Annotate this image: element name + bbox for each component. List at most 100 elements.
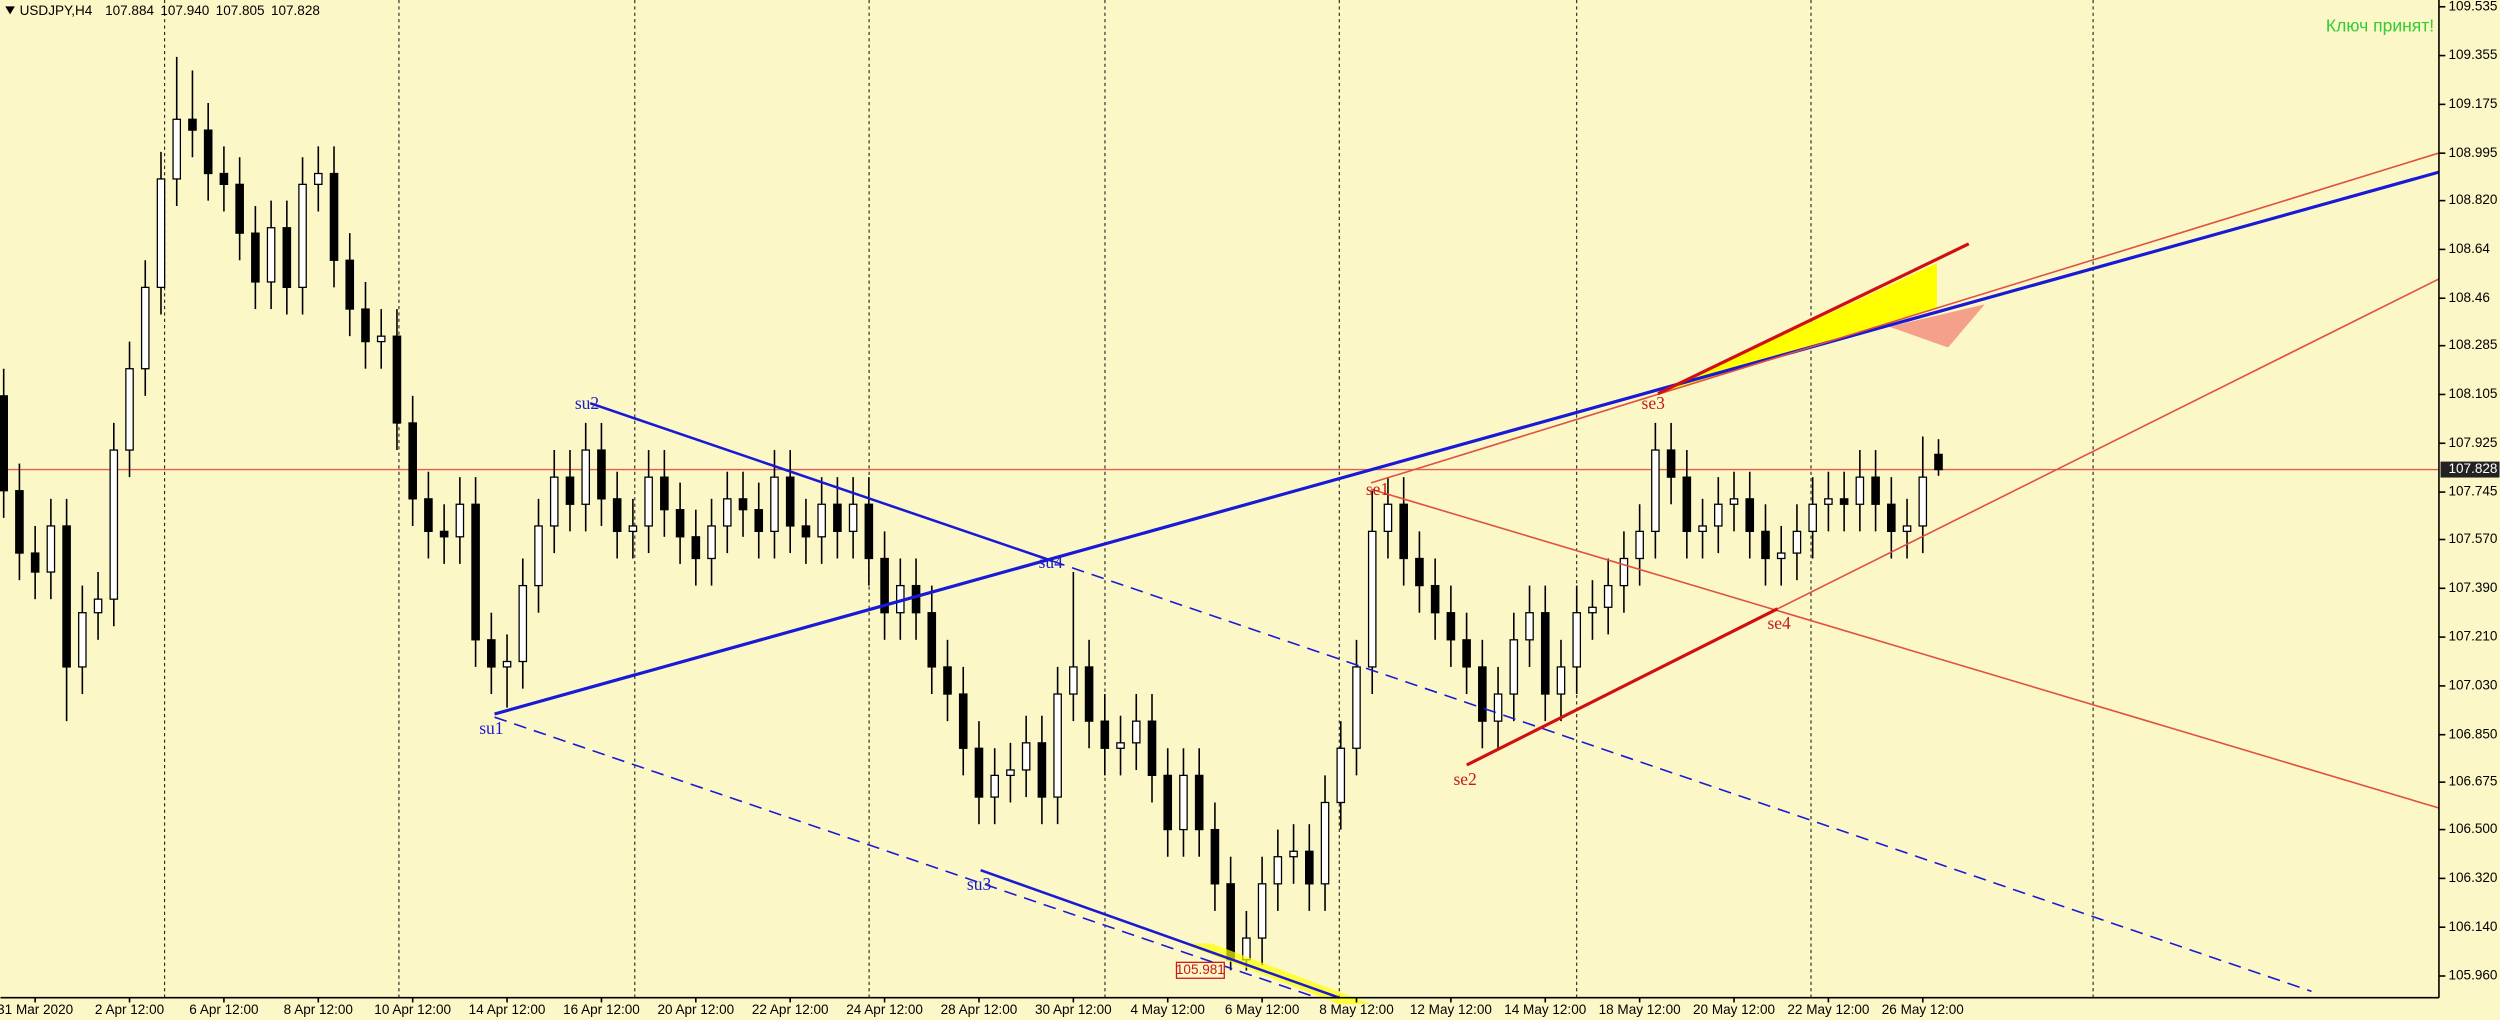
candle-body [1887, 503, 1896, 533]
x-tick-label: 6 Apr 12:00 [189, 1002, 258, 1017]
candle-body [298, 183, 307, 289]
candle-body [943, 666, 952, 695]
candle-body [1415, 557, 1424, 587]
y-tick-label: 108.105 [2449, 386, 2498, 401]
candle-body [785, 476, 795, 527]
y-tick-label: 106.675 [2449, 774, 2498, 789]
x-tick-label: 28 Apr 12:00 [941, 1002, 1018, 1017]
ohlc-value: 107.828 [271, 3, 320, 18]
x-tick-label: 26 May 12:00 [1882, 1002, 1964, 1017]
candle-body [1021, 742, 1031, 771]
low-price-label: 105.981 [1176, 962, 1225, 977]
candle-body [1367, 530, 1377, 668]
candle-body [345, 259, 355, 310]
y-tick-label: 109.535 [2449, 0, 2498, 13]
candle-body [1399, 503, 1408, 560]
candle-body [1446, 612, 1456, 641]
candle-body [439, 530, 449, 538]
candle-body [1478, 666, 1487, 722]
y-tick-label: 107.745 [2449, 484, 2498, 499]
x-tick-label: 24 Apr 12:00 [846, 1002, 923, 1017]
candle-body [455, 503, 465, 538]
candle-body [408, 422, 417, 500]
x-tick-label: 10 Apr 12:00 [374, 1002, 451, 1017]
candle-body [1053, 693, 1062, 798]
candle-body [156, 178, 166, 289]
red-trend [1657, 242, 1970, 396]
candle-body [518, 584, 528, 663]
candle-body [109, 449, 119, 600]
candle-body [1588, 606, 1597, 614]
candle-body [1352, 666, 1361, 749]
wave-label: se3 [1642, 393, 1666, 413]
candle-body [1147, 720, 1157, 777]
candle-body [188, 118, 197, 131]
y-tick-label: 107.390 [2449, 580, 2498, 595]
x-tick-label: 14 May 12:00 [1504, 1002, 1586, 1017]
x-tick-label: 20 Apr 12:00 [657, 1002, 734, 1017]
trend-line [494, 170, 2440, 716]
candle-body [549, 476, 559, 527]
candle-body [1934, 453, 1943, 471]
candle-body [93, 598, 103, 614]
wave-label: su2 [575, 393, 599, 413]
y-tick-label: 108.820 [2449, 192, 2498, 207]
candle-body [1745, 498, 1755, 533]
candle-body [1194, 774, 1204, 831]
candle-body [722, 498, 732, 527]
candle-body [1493, 693, 1503, 722]
candle-body [1525, 612, 1534, 641]
candle-body [140, 286, 150, 370]
candle-body [1698, 525, 1707, 533]
y-tick-label: 107.210 [2449, 629, 2498, 644]
candle-body [1855, 476, 1865, 505]
candle-body [376, 335, 386, 343]
x-tick-label: 6 May 12:00 [1225, 1002, 1299, 1017]
trend-line [980, 868, 1340, 999]
y-tick-label: 108.46 [2449, 290, 2490, 305]
trend-line-extension [1052, 560, 2312, 993]
red-ray [1777, 278, 2440, 610]
candle-body [1824, 498, 1833, 505]
y-tick-label: 106.140 [2449, 919, 2498, 934]
candle-body [1305, 850, 1314, 885]
candle-body [251, 232, 260, 283]
x-tick-label: 2 Apr 12:00 [95, 1002, 164, 1017]
status-message: Ключ принят! [2326, 16, 2434, 36]
candle-body [1179, 774, 1188, 831]
y-tick-label: 106.850 [2449, 726, 2498, 741]
candle-body [1084, 666, 1094, 722]
ohlc-value: 107.805 [216, 3, 265, 18]
menu-icon[interactable] [5, 6, 15, 15]
candle-body [62, 525, 71, 668]
candle-body [628, 525, 638, 533]
candle-body [219, 172, 229, 185]
candle-body [1289, 850, 1298, 858]
candle-body [392, 335, 402, 424]
candle-body [927, 612, 937, 668]
candle-body [833, 503, 842, 533]
candle-body [1635, 530, 1644, 560]
candle-body [46, 525, 56, 573]
x-tick-label: 12 May 12:00 [1410, 1002, 1492, 1017]
candle-body [958, 693, 968, 749]
candle-body [1572, 612, 1582, 668]
red-trend [1466, 607, 1779, 767]
x-tick-label: 14 Apr 12:00 [469, 1002, 546, 1017]
candle-body [329, 172, 339, 261]
trend-line [589, 402, 1053, 563]
candle-body [1556, 666, 1566, 695]
candle-body [1257, 883, 1267, 939]
candle-body [644, 476, 653, 527]
candle-body [612, 498, 622, 533]
candle-body [691, 536, 701, 560]
wave-label: su4 [1039, 552, 1064, 572]
y-tick-label: 109.175 [2449, 96, 2498, 111]
candle-body [880, 557, 889, 614]
y-tick-label: 107.925 [2449, 435, 2498, 450]
wave-label: su1 [479, 718, 503, 738]
ohlc-value: 107.940 [160, 3, 209, 18]
x-tick-label: 18 May 12:00 [1599, 1002, 1681, 1017]
